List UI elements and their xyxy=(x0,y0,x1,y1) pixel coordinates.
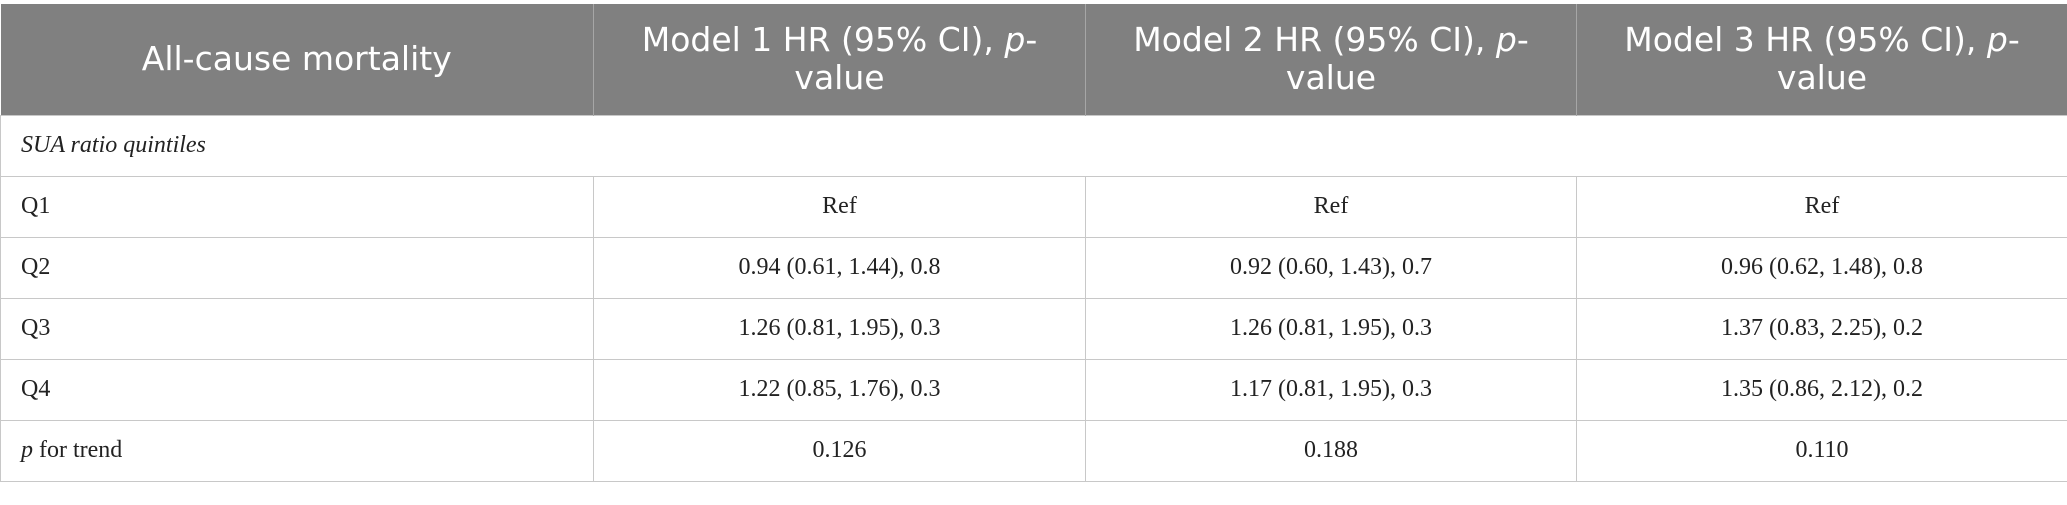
data-cell: 1.26 (0.81, 1.95), 0.3 xyxy=(594,298,1086,359)
data-cell: p for trend xyxy=(1,420,594,481)
cell-text: All-cause mortality xyxy=(142,39,452,78)
data-cell: 1.37 (0.83, 2.25), 0.2 xyxy=(1577,298,2067,359)
header-cell: Model 2 HR (95% CI), p-value xyxy=(1086,4,1577,115)
cell-text: 0.126 xyxy=(813,437,867,463)
cell-text: for trend xyxy=(33,437,122,463)
cell-text: 1.26 (0.81, 1.95), 0.3 xyxy=(739,315,941,341)
data-cell: 0.96 (0.62, 1.48), 0.8 xyxy=(1577,237,2067,298)
data-cell: Q4 xyxy=(1,359,594,420)
cell-text: 0.96 (0.62, 1.48), 0.8 xyxy=(1721,254,1923,280)
data-row: Q4 1.22 (0.85, 1.76), 0.3 1.17 (0.81, 1.95… xyxy=(1,359,2067,420)
data-cell: Q2 xyxy=(1,237,594,298)
header-row: All-cause mortality Model 1 HR (95% CI), … xyxy=(1,4,2067,115)
data-cell: 1.35 (0.86, 2.12), 0.2 xyxy=(1577,359,2067,420)
cell-text: 1.17 (0.81, 1.95), 0.3 xyxy=(1230,376,1432,402)
cell-text: Q4 xyxy=(21,376,50,402)
data-cell: 0.126 xyxy=(594,420,1086,481)
header-cell: Model 1 HR (95% CI), p-value xyxy=(594,4,1086,115)
page: {"table": { "header": [ [{"text": "All-c… xyxy=(0,4,2067,505)
cell-text: 0.110 xyxy=(1795,437,1848,463)
cell-text: Q3 xyxy=(21,315,50,341)
cell-text: 1.22 (0.85, 1.76), 0.3 xyxy=(739,376,941,402)
results-table: All-cause mortality Model 1 HR (95% CI), … xyxy=(0,4,2067,482)
cell-text: p xyxy=(21,437,33,463)
data-row: Q1 Ref Ref Ref xyxy=(1,176,2067,237)
data-row: Q3 1.26 (0.81, 1.95), 0.3 1.26 (0.81, 1.95… xyxy=(1,298,2067,359)
section-row: SUA ratio quintiles xyxy=(1,115,2067,176)
cell-text: 1.35 (0.86, 2.12), 0.2 xyxy=(1721,376,1923,402)
cell-text: 1.37 (0.83, 2.25), 0.2 xyxy=(1721,315,1923,341)
cell-text: p xyxy=(1496,20,1517,59)
cell-text: p xyxy=(1987,20,2008,59)
cell-text: Ref xyxy=(822,193,857,219)
data-row: p for trend 0.126 0.188 0.110 xyxy=(1,420,2067,481)
cell-text: Ref xyxy=(1805,193,1840,219)
data-cell: 1.22 (0.85, 1.76), 0.3 xyxy=(594,359,1086,420)
data-cell: Ref xyxy=(1086,176,1577,237)
data-cell: Q1 xyxy=(1,176,594,237)
data-cell: 0.92 (0.60, 1.43), 0.7 xyxy=(1086,237,1577,298)
cell-text: Q2 xyxy=(21,254,50,280)
section-cell: SUA ratio quintiles xyxy=(1,115,2067,176)
cell-text: 0.188 xyxy=(1304,437,1358,463)
cell-text: Model 1 HR (95% CI), xyxy=(642,20,1005,59)
cell-text: 0.94 (0.61, 1.44), 0.8 xyxy=(739,254,941,280)
data-cell: 1.26 (0.81, 1.95), 0.3 xyxy=(1086,298,1577,359)
data-cell: Q3 xyxy=(1,298,594,359)
cell-text: 1.26 (0.81, 1.95), 0.3 xyxy=(1230,315,1432,341)
cell-text: Ref xyxy=(1314,193,1349,219)
data-row: Q2 0.94 (0.61, 1.44), 0.8 0.92 (0.60, 1.43… xyxy=(1,237,2067,298)
data-cell: 0.94 (0.61, 1.44), 0.8 xyxy=(594,237,1086,298)
data-cell: Ref xyxy=(594,176,1086,237)
cell-text: Model 3 HR (95% CI), xyxy=(1624,20,1987,59)
cell-text: p xyxy=(1004,20,1025,59)
cell-text: Q1 xyxy=(21,193,50,219)
data-cell: 0.188 xyxy=(1086,420,1577,481)
cell-text: 0.92 (0.60, 1.43), 0.7 xyxy=(1230,254,1432,280)
data-cell: Ref xyxy=(1577,176,2067,237)
header-cell: All-cause mortality xyxy=(1,4,594,115)
header-cell: Model 3 HR (95% CI), p-value xyxy=(1577,4,2067,115)
cell-text: Model 2 HR (95% CI), xyxy=(1133,20,1496,59)
data-cell: 1.17 (0.81, 1.95), 0.3 xyxy=(1086,359,1577,420)
data-cell: 0.110 xyxy=(1577,420,2067,481)
